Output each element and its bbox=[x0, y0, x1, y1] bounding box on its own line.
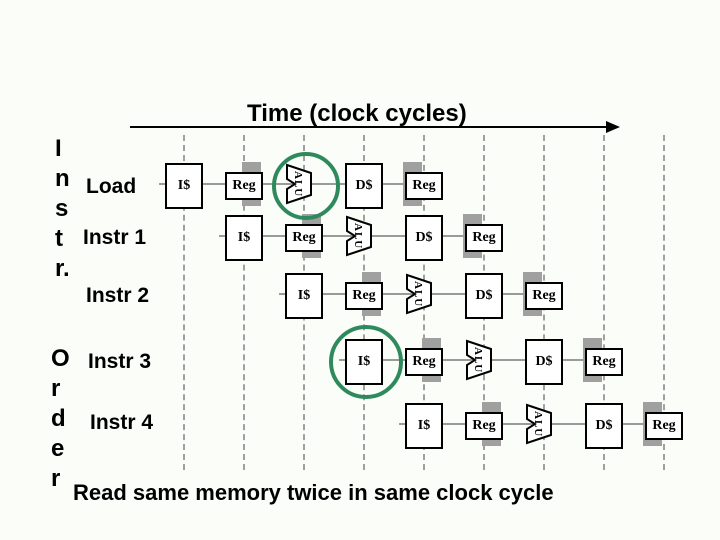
stage-reg-row1: Reg bbox=[285, 224, 323, 252]
stage-mem-row1: D$ bbox=[405, 215, 443, 261]
vlabel-instr: Instr. bbox=[55, 134, 70, 284]
hazard-circle-1 bbox=[329, 325, 403, 399]
stage-alu-row3: ALU bbox=[465, 339, 501, 381]
stage-alu-row1: ALU bbox=[345, 215, 381, 257]
stage-wb-row4: Reg bbox=[645, 412, 683, 440]
stage-if-row1: I$ bbox=[225, 215, 263, 261]
stage-reg-row4: Reg bbox=[465, 412, 503, 440]
stage-mem-row3: D$ bbox=[525, 339, 563, 385]
stage-wb-row2: Reg bbox=[525, 282, 563, 310]
stage-wb-row1: Reg bbox=[465, 224, 503, 252]
stage-wb-row0: Reg bbox=[405, 172, 443, 200]
stage-mem-row2: D$ bbox=[465, 273, 503, 319]
instr-label-4: Instr 4 bbox=[90, 411, 153, 435]
stage-mem-row4: D$ bbox=[585, 403, 623, 449]
stage-alu-row2: ALU bbox=[405, 273, 441, 315]
instr-label-0: Load bbox=[86, 175, 136, 199]
stage-reg-row0: Reg bbox=[225, 172, 263, 200]
instr-label-3: Instr 3 bbox=[88, 350, 151, 374]
instr-label-2: Instr 2 bbox=[86, 284, 149, 308]
stage-if-row2: I$ bbox=[285, 273, 323, 319]
stage-reg-row3: Reg bbox=[405, 348, 443, 376]
vlabel-order: Order bbox=[51, 344, 70, 494]
hazard-circle-0 bbox=[272, 152, 340, 220]
title: Time (clock cycles) bbox=[247, 100, 467, 128]
time-arrow-head bbox=[606, 121, 620, 133]
stage-reg-row2: Reg bbox=[345, 282, 383, 310]
time-arrow-line bbox=[130, 126, 608, 128]
stage-if-row4: I$ bbox=[405, 403, 443, 449]
stage-mem-row0: D$ bbox=[345, 163, 383, 209]
stage-alu-row4: ALU bbox=[525, 403, 561, 445]
stage-wb-row3: Reg bbox=[585, 348, 623, 376]
caption: Read same memory twice in same clock cyc… bbox=[73, 480, 554, 506]
instr-label-1: Instr 1 bbox=[83, 226, 146, 250]
stage-if-row0: I$ bbox=[165, 163, 203, 209]
